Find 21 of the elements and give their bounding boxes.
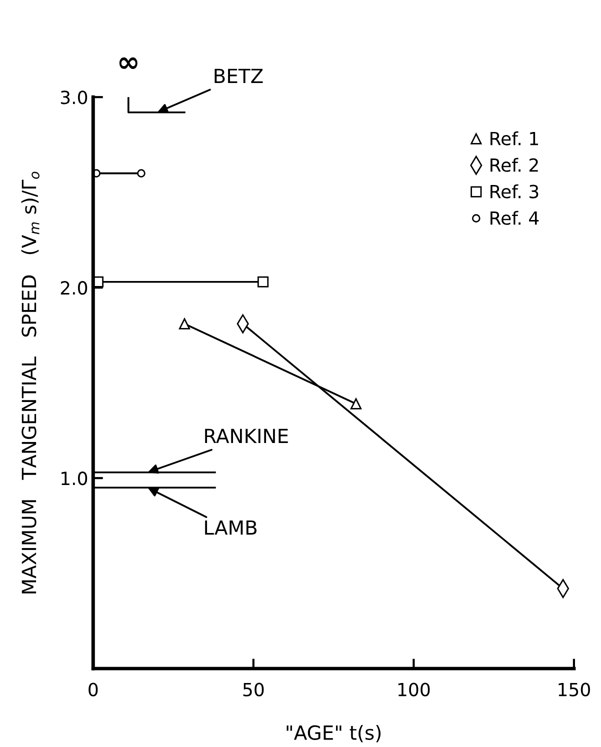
x-tick-label: 150 (558, 682, 590, 696)
x-tick-label: 50 (243, 682, 264, 696)
y-tick-label: 2.0 (60, 281, 88, 295)
point (137, 169, 146, 178)
annotation: LAMB (205, 520, 257, 535)
legend-label: Ref. 3 (490, 184, 538, 198)
point (178, 318, 190, 330)
annotation: ∞ (119, 57, 138, 69)
y-tick-label: 1.0 (62, 472, 88, 486)
annotation: BETZ (214, 68, 263, 83)
point (350, 398, 362, 410)
x-tick-label: 0 (88, 682, 98, 696)
annotation: RANKINE (205, 428, 288, 444)
y-axis-title: MAXIMUM TANGENTIAL SPEED (V$_{m}$ s)/Γ$_{o}$ (21, 172, 40, 594)
point (257, 276, 269, 288)
legend-label: Ref. 2 (490, 158, 538, 172)
x-axis-title: "AGE" t(s) (286, 724, 381, 742)
legend-label: Ref. 4 (490, 210, 539, 225)
y-tick-label: 3.0 (60, 90, 88, 104)
legend-label: Ref. 1 (490, 131, 538, 146)
x-tick-label: 100 (398, 682, 430, 696)
